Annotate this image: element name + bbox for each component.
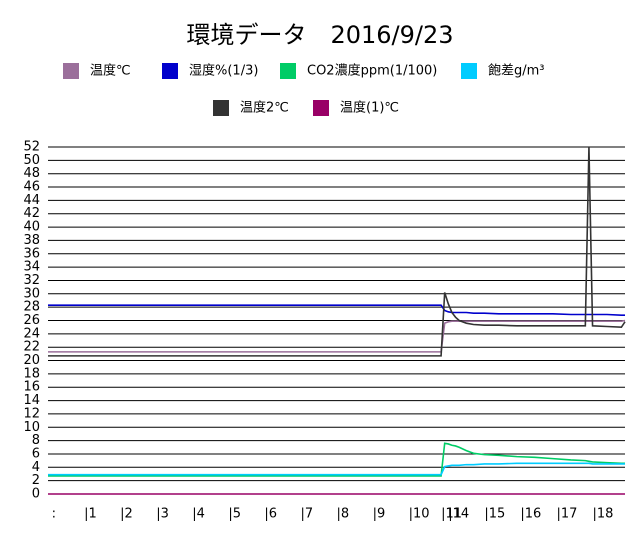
y-tick-label: 40 — [23, 220, 40, 235]
x-tick-label: |5 — [228, 507, 241, 522]
legend-label: CO2濃度ppm(1/100) — [307, 63, 437, 79]
legend-label: 温度2℃ — [240, 100, 289, 116]
x-tick-label: |10 — [409, 507, 430, 522]
y-tick-label: 4 — [32, 460, 40, 475]
x-tick-label: |2 — [120, 507, 133, 522]
legend-swatch — [313, 100, 329, 116]
x-tick-label: : — [52, 507, 56, 522]
x-tick-label: |18 — [593, 507, 614, 522]
x-tick-label: |17 — [556, 507, 577, 522]
y-tick-label: 14 — [23, 393, 40, 408]
y-tick-label: 28 — [23, 300, 40, 315]
x-tick-label: |1 — [84, 507, 97, 522]
x-tick-label: |16 — [520, 507, 541, 522]
y-tick-label: 8 — [32, 433, 40, 448]
chart-title: 環境データ 2016/9/23 — [186, 21, 453, 49]
y-tick-label: 26 — [23, 313, 40, 328]
x-tick-label: |9 — [373, 507, 386, 522]
series-line — [48, 146, 626, 357]
legend-swatch — [63, 63, 79, 79]
x-tick-label: |14 — [448, 507, 469, 522]
x-tick-label: |4 — [192, 507, 205, 522]
series-line — [48, 319, 626, 353]
y-tick-label: 22 — [23, 340, 40, 355]
y-tick-label: 42 — [23, 206, 40, 221]
x-tick-label: |3 — [156, 507, 169, 522]
x-tick-label: |7 — [300, 507, 313, 522]
series-line — [48, 442, 625, 477]
y-tick-label: 24 — [23, 326, 40, 341]
legend-swatch — [213, 100, 229, 116]
y-tick-label: 16 — [23, 380, 40, 395]
y-tick-label: 52 — [23, 140, 40, 155]
y-tick-label: 2 — [32, 473, 40, 488]
y-tick-label: 34 — [23, 260, 40, 275]
legend-label: 温度℃ — [90, 63, 131, 79]
y-tick-label: 18 — [23, 366, 40, 381]
legend-swatch — [280, 63, 296, 79]
y-tick-label: 48 — [23, 166, 40, 181]
y-tick-label: 10 — [23, 420, 40, 435]
series-line — [48, 462, 625, 476]
legend-label: 飽差g/m³ — [488, 64, 545, 79]
y-tick-label: 12 — [23, 406, 40, 421]
series-line — [48, 304, 625, 316]
y-tick-label: 6 — [32, 446, 40, 461]
x-tick-label: |6 — [264, 507, 277, 522]
legend-label: 温度(1)℃ — [340, 100, 399, 116]
y-tick-label: 0 — [32, 487, 40, 502]
legend-swatch — [461, 63, 477, 79]
legend-label: 湿度%(1/3) — [189, 63, 258, 79]
y-tick-label: 46 — [23, 180, 40, 195]
x-tick-label: |11 — [441, 507, 462, 522]
y-tick-label: 38 — [23, 233, 40, 248]
y-tick-label: 44 — [23, 193, 40, 208]
x-tick-label: |8 — [337, 507, 350, 522]
x-tick-label: |15 — [484, 507, 505, 522]
y-tick-label: 20 — [23, 353, 40, 368]
y-tick-label: 50 — [23, 153, 40, 168]
legend-swatch — [162, 63, 178, 79]
y-tick-label: 32 — [23, 273, 40, 288]
y-tick-label: 36 — [23, 246, 40, 261]
y-tick-label: 30 — [23, 286, 40, 301]
